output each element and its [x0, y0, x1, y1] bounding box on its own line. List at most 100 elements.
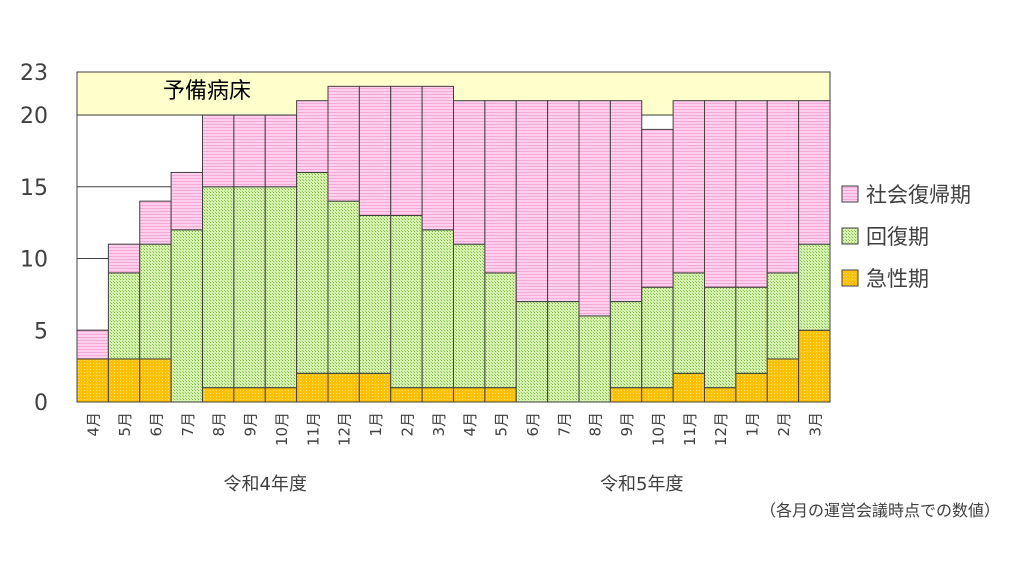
group-label: 令和5年度	[600, 474, 683, 495]
x-tick-label: 7月	[179, 412, 197, 437]
x-tick-label: 8月	[587, 412, 605, 437]
bar-segment	[453, 243, 486, 389]
bar-segment	[704, 387, 737, 403]
x-tick-label: 10月	[649, 412, 667, 446]
bar-segment	[202, 186, 235, 389]
bar-segment	[798, 243, 831, 331]
bar-segment	[233, 387, 266, 403]
bar-segment	[547, 301, 580, 403]
bar-segment	[139, 358, 172, 403]
bar-segment	[609, 301, 643, 389]
bar-segment	[296, 100, 329, 173]
bar-segment	[421, 85, 454, 231]
bar-segment	[515, 100, 549, 303]
bar-segment	[766, 272, 800, 360]
x-tick-label: 9月	[242, 412, 260, 437]
x-tick-label: 7月	[555, 412, 573, 437]
bar-segment	[421, 229, 454, 389]
bar-segment	[107, 272, 141, 360]
legend-label: 回復期	[866, 225, 929, 249]
bar-segment	[76, 358, 109, 403]
x-tick-label: 11月	[304, 412, 322, 446]
bar-segment	[107, 243, 141, 274]
bar-segment	[107, 358, 141, 403]
bar-segment	[358, 85, 392, 216]
x-tick-label: 12月	[712, 412, 730, 446]
bar-segment	[484, 272, 517, 389]
bar-segment	[170, 229, 203, 403]
bar-segment	[735, 286, 768, 374]
bar-segment	[358, 372, 392, 403]
bar-segment	[798, 100, 831, 245]
bar-segment	[672, 272, 705, 374]
x-tick-label: 1月	[744, 412, 762, 437]
legend-swatch	[841, 269, 859, 287]
x-tick-label: 2月	[398, 412, 416, 437]
bar-segment	[327, 200, 360, 374]
bar-segment	[578, 315, 611, 403]
bar-segment	[484, 100, 517, 274]
axis-layer: 0 5 10 15 20 23 4月 5月 6月 7月 8月 9月 10月 11月 12月 1月 2月 3月 4月 5…	[20, 61, 830, 495]
bar-segment	[609, 100, 643, 303]
bar-segment	[421, 387, 454, 403]
bar-segment	[798, 329, 831, 403]
x-tick-label: 10月	[273, 412, 291, 446]
bar-segment	[233, 114, 266, 188]
y-tick-label: 10	[20, 248, 48, 273]
group-label: 令和4年度	[224, 474, 307, 495]
y-tick-label: 23	[20, 61, 48, 86]
bar-segment	[766, 100, 800, 274]
legend-label: 社会復帰期	[866, 183, 971, 207]
bar-segment	[390, 214, 423, 389]
bar-segment	[202, 387, 235, 403]
x-tick-label: 1月	[367, 412, 385, 437]
bar-segment	[264, 114, 298, 188]
bar-segment	[453, 387, 486, 403]
bar-segment	[139, 243, 172, 360]
footnote: （各月の運営会議時点での数値）	[759, 501, 1000, 520]
bar-segment	[327, 85, 360, 202]
bar-segment	[139, 200, 172, 245]
y-tick-label: 5	[34, 319, 48, 344]
bar-segment	[704, 100, 737, 288]
y-tick-label: 15	[20, 176, 48, 201]
bar-segment	[641, 128, 674, 288]
bar-segment	[547, 100, 580, 303]
bar-segment	[453, 100, 486, 245]
x-tick-label: 8月	[210, 412, 228, 437]
bar-segment	[735, 372, 768, 403]
bar-segment	[264, 186, 298, 389]
bar-segment	[672, 100, 705, 274]
x-tick-label: 6月	[524, 412, 542, 437]
bar-segment	[233, 186, 266, 389]
bar-segment	[76, 329, 109, 360]
bar-segment	[704, 286, 737, 389]
bar-segment	[296, 171, 329, 374]
bar-segment	[202, 114, 235, 188]
x-tick-label: 4月	[85, 412, 103, 437]
bar-segment	[170, 171, 203, 231]
bar-segment	[609, 387, 643, 403]
x-tick-label: 5月	[493, 412, 511, 437]
bar-segment	[390, 387, 423, 403]
x-tick-label: 3月	[806, 412, 824, 437]
bar-segment	[327, 372, 360, 403]
legend-label: 急性期	[866, 267, 929, 291]
bar-segment	[578, 100, 611, 317]
bar-segment	[358, 214, 392, 374]
bar-segment	[484, 387, 517, 403]
legend-swatch	[841, 185, 859, 203]
bar-segment	[672, 372, 705, 403]
legend-swatch	[841, 227, 859, 245]
bar-segment	[264, 387, 298, 403]
bar-segment	[641, 387, 674, 403]
x-tick-label: 9月	[618, 412, 636, 437]
x-tick-label: 12月	[336, 412, 354, 446]
x-tick-label: 3月	[430, 412, 448, 437]
bars-layer	[76, 85, 831, 403]
y-tick-label: 20	[20, 104, 48, 129]
bar-segment	[766, 358, 800, 403]
bar-segment	[515, 301, 549, 403]
